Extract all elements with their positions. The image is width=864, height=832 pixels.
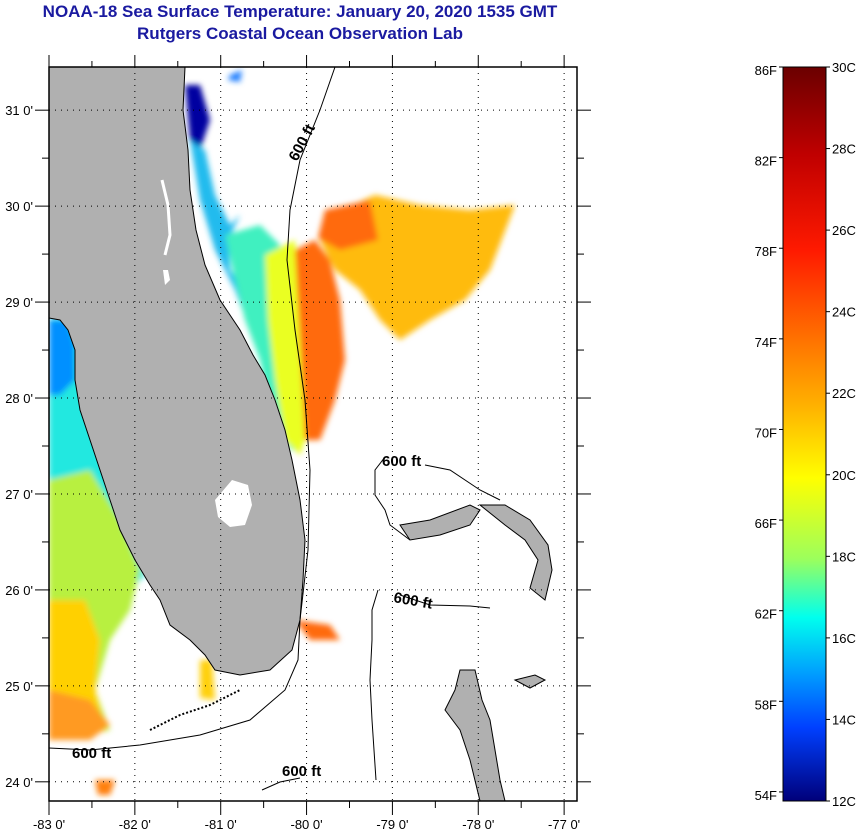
lat-tick-label: 27 0': [5, 487, 33, 502]
sst-south-patch: [95, 780, 115, 795]
lat-tick-label: 31 0': [5, 103, 33, 118]
andros: [444, 669, 506, 801]
lat-tick-label: 26 0': [5, 583, 33, 598]
lon-tick-label: -82 0': [119, 817, 151, 832]
colorbar-c-label: 20C: [832, 468, 856, 483]
lat-tick-label: 28 0': [5, 391, 33, 406]
sst-gulfstream: [295, 240, 345, 440]
sst-north-blue: [228, 70, 242, 82]
lat-tick-label: 25 0': [5, 679, 33, 694]
st-johns-river: [160, 179, 172, 256]
colorbar-f-label: 58F: [755, 697, 777, 712]
isobath-600ft: [49, 67, 501, 791]
map-subtitle: Rutgers Coastal Ocean Observation Lab: [137, 24, 463, 43]
lake-okeechobee: [215, 480, 252, 527]
sst-gulf-cold: [49, 320, 75, 395]
latitude-axis: 31 0' 30 0' 29 0' 28 0' 27 0' 26 0' 25 0' 24 0': [5, 103, 33, 790]
sst-east-cold-north: [185, 85, 210, 150]
lon-tick-label: -77 0': [548, 817, 580, 832]
colorbar-c-label: 24C: [832, 305, 856, 320]
map-title: NOAA-18 Sea Surface Temperature: January…: [42, 2, 558, 21]
lon-tick-label: -80 0': [290, 817, 322, 832]
colorbar-c-label: 12C: [832, 794, 856, 809]
lon-tick-label: -78 0': [462, 817, 494, 832]
graticule: [49, 67, 577, 801]
lat-tick-label: 24 0': [5, 775, 33, 790]
colorbar-f-label: 78F: [755, 244, 777, 259]
sst-east-yellow: [265, 240, 305, 455]
contour-label-600ft: 600 ft: [382, 453, 421, 470]
longitude-axis: -83 0' -82 0' -81 0' -80 0' -79 0' -78 0' -77 …: [33, 817, 580, 832]
colorbar: [782, 66, 827, 802]
map-frame: [48, 66, 578, 802]
colorbar-f-label: 74F: [755, 335, 777, 350]
colorbar-c-label: 26C: [832, 223, 856, 238]
lat-tick-label: 30 0': [5, 199, 33, 214]
colorbar-fahrenheit-axis: 86F 82F 78F 74F 70F 66F 62F 58F 54F: [755, 63, 783, 803]
colorbar-c-label: 18C: [832, 549, 856, 564]
colorbar-c-label: 14C: [832, 712, 856, 727]
lon-tick-label: -79 0': [376, 817, 408, 832]
abaco: [478, 504, 553, 601]
lat-tick-label: 29 0': [5, 295, 33, 310]
sst-data-layer: [49, 70, 515, 795]
colorbar-c-label: 28C: [832, 142, 856, 157]
colorbar-f-label: 70F: [755, 425, 777, 440]
colorbar-f-label: 54F: [755, 788, 777, 803]
lake-george: [163, 270, 170, 285]
florida-keys: [149, 689, 241, 731]
sst-offshore-north-red: [318, 200, 378, 250]
colorbar-f-label: 86F: [755, 63, 777, 78]
colorbar-c-label: 30C: [832, 60, 856, 75]
colorbar-f-label: 82F: [755, 154, 777, 169]
berry-islands: [513, 674, 547, 689]
contour-label-600ft: 600 ft: [72, 745, 111, 762]
contour-label-600ft: 600 ft: [282, 763, 321, 780]
axis-ticks: [35, 55, 591, 815]
colorbar-c-label: 16C: [832, 631, 856, 646]
lon-tick-label: -81 0': [205, 817, 237, 832]
contour-label-600ft: 600 ft: [392, 589, 434, 613]
sst-gulf-warmest: [49, 690, 110, 740]
lon-tick-label: -83 0': [33, 817, 65, 832]
colorbar-celsius-axis: 30C 28C 26C 24C 22C 20C 18C 16C 14C 12C: [826, 60, 856, 809]
sst-keys-patch: [200, 660, 215, 700]
colorbar-c-label: 22C: [832, 386, 856, 401]
grand-bahama: [399, 504, 481, 541]
colorbar-f-label: 66F: [755, 516, 777, 531]
colorbar-f-label: 62F: [755, 607, 777, 622]
